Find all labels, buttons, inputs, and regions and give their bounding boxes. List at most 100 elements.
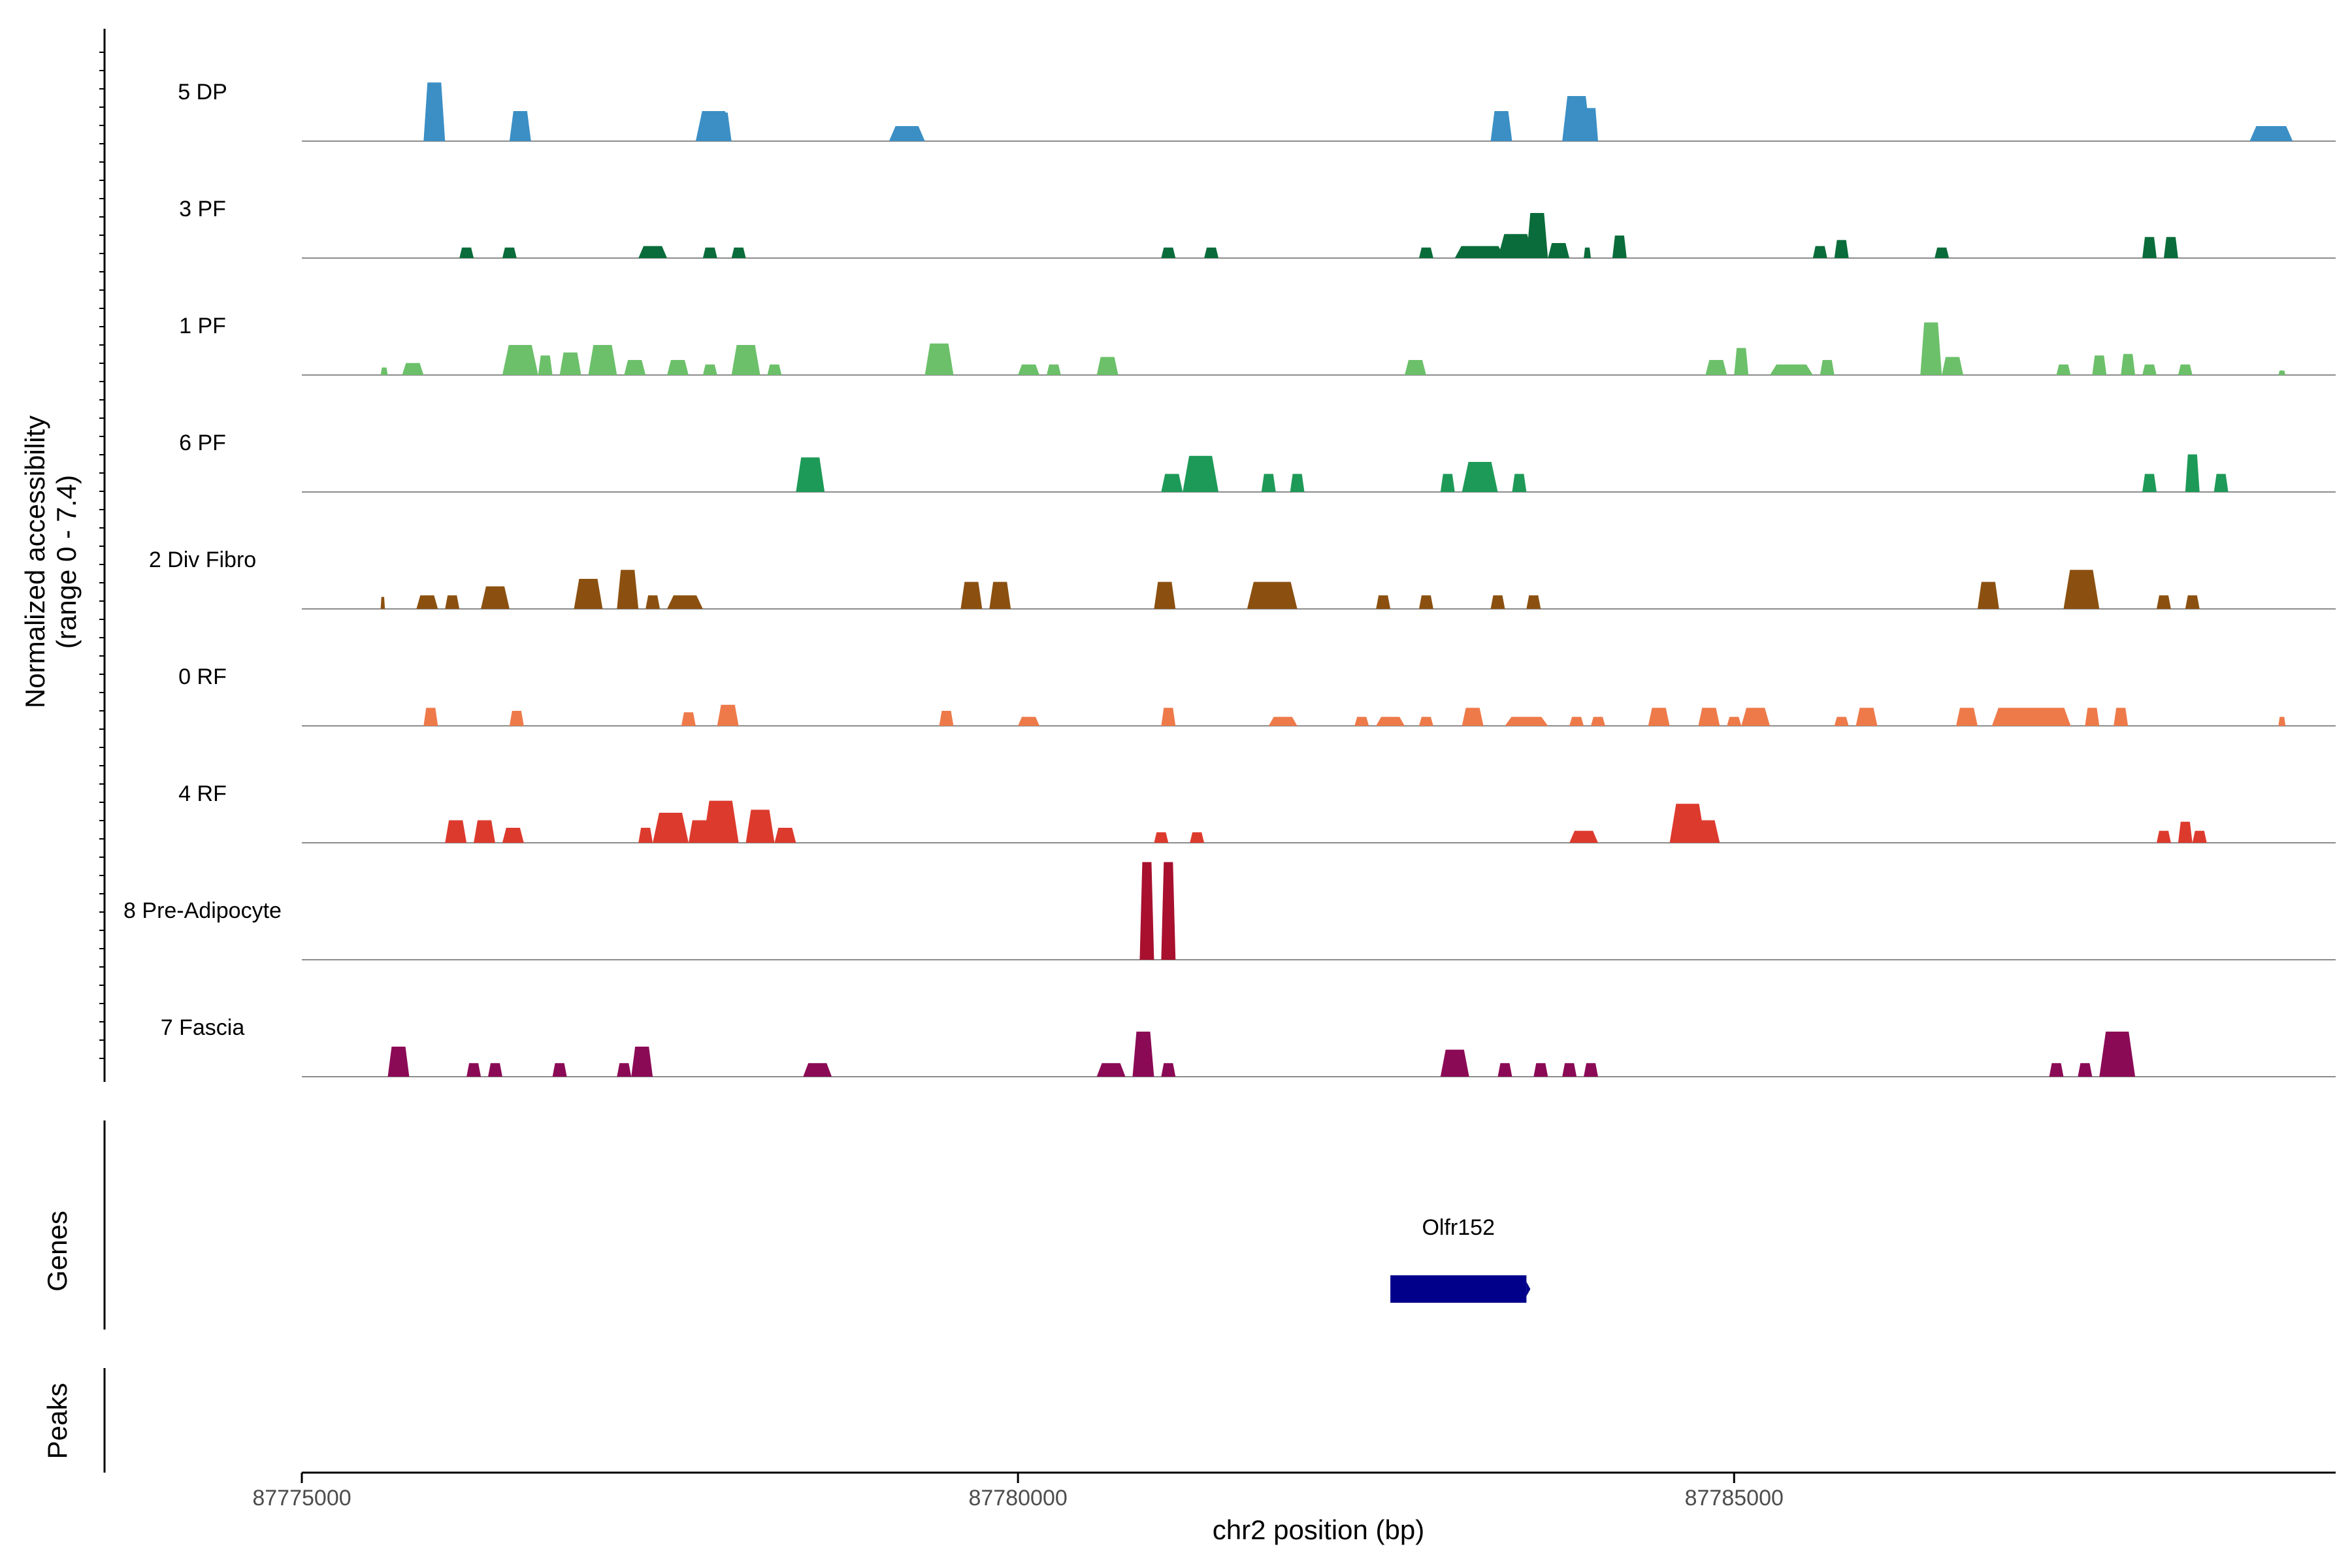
coverage-peak (1741, 708, 1771, 726)
coverage-peak (2078, 1063, 2093, 1077)
coverage-peak (645, 595, 661, 609)
coverage-peak (1734, 348, 1749, 375)
coverage-peak (1096, 357, 1119, 375)
coverage-peak (1820, 360, 1835, 375)
coverage-peak (638, 828, 653, 843)
coverage-peak (2178, 364, 2193, 375)
genes-panel-title: Genes (42, 1211, 73, 1292)
coverage-peak (1462, 708, 1484, 726)
coverage-peak (889, 126, 925, 141)
track-3: 6 PF (179, 431, 2336, 493)
coverage-peak (2185, 454, 2200, 492)
coverage-peak (1161, 708, 1176, 726)
y-axis-title: Normalized accessibility (range 0 - 7.4) (20, 416, 82, 708)
track-2: 1 PF (179, 314, 2336, 376)
coverage-peak (474, 820, 495, 843)
gene-annotations: Olfr152 (1390, 1215, 1531, 1303)
coverage-peak (731, 345, 760, 375)
coverage-peak (1290, 474, 1305, 492)
coverage-peak (502, 247, 517, 258)
track-1: 3 PF (179, 197, 2336, 259)
coverage-peak (1991, 708, 2071, 726)
coverage-peak (1139, 862, 1154, 960)
coverage-peak (1956, 708, 1978, 726)
coverage-peak (731, 247, 746, 258)
track-label: 0 RF (178, 664, 227, 689)
coverage-peak (1591, 717, 1605, 726)
coverage-peak (559, 352, 581, 375)
coverage-peak (481, 586, 510, 609)
coverage-peak (380, 596, 385, 609)
coverage-peak (1698, 708, 1720, 726)
coverage-peak (1161, 1063, 1176, 1077)
coverage-peak (1584, 1063, 1598, 1077)
coverage-peak (1834, 240, 1849, 258)
coverage-peak (1261, 474, 1276, 492)
coverage-peak (2085, 708, 2100, 726)
coverage-peak (1584, 108, 1598, 141)
coverage-peak (445, 595, 460, 609)
coverage-peak (1942, 357, 1964, 375)
coverage-peak (1562, 96, 1592, 141)
coverage-peak (617, 570, 639, 609)
coverage-peak (2063, 570, 2100, 609)
coverage-peak (1268, 717, 1298, 726)
coverage-peak (638, 246, 668, 258)
coverage-peak (1190, 832, 1205, 843)
gene-body (1390, 1275, 1527, 1303)
x-tick-label: 87780000 (968, 1486, 1067, 1511)
coverage-peak (1490, 111, 1512, 141)
coverage-peak (2142, 364, 2157, 375)
coverage-peak (2114, 708, 2129, 726)
coverage-peak (2163, 237, 2178, 258)
coverage-peak (487, 1063, 502, 1077)
coverage-peak (2185, 595, 2200, 609)
coverage-peak (423, 708, 438, 726)
coverage-peak (1812, 246, 1827, 258)
coverage-peak (667, 360, 689, 375)
coverage-peak (924, 343, 954, 375)
coverage-peak (2192, 830, 2207, 843)
track-7: 8 Pre-Adipocyte (123, 862, 2336, 960)
coverage-peak (653, 813, 689, 843)
coverage-peak (1046, 364, 1061, 375)
coverage-peak (717, 704, 739, 726)
coverage-peak (2142, 474, 2157, 492)
coverage-peak (2178, 821, 2193, 843)
coverage-peak (466, 1063, 482, 1077)
coverage-peak (702, 364, 717, 375)
coverage-peak (459, 247, 474, 258)
coverage-peak (1770, 364, 1813, 375)
coverage-peak (2156, 595, 2171, 609)
coverage-peak (502, 828, 524, 843)
track-label: 1 PF (179, 314, 226, 338)
track-0: 5 DP (178, 80, 2336, 142)
coverage-peak (380, 367, 388, 375)
coverage-peak (1569, 717, 1584, 726)
coverage-peak (1462, 462, 1498, 492)
coverage-peak (1405, 360, 1426, 375)
coverage-peak (1096, 1063, 1126, 1077)
coverage-peak (2099, 1032, 2136, 1077)
coverage-peak (1183, 455, 1219, 492)
x-axis-ticks: 87775000 87780000 87785000 (252, 1473, 1784, 1511)
coverage-peak (1132, 1032, 1154, 1077)
coverage-y-ticks (99, 52, 105, 1059)
coverage-peak (2249, 126, 2293, 141)
coverage-peak (1497, 234, 1534, 258)
track-label: 7 Fascia (161, 1015, 245, 1040)
coverage-peak (702, 800, 739, 843)
coverage-peak (2142, 237, 2157, 258)
coverage-peak (1562, 1063, 1577, 1077)
coverage-peak (552, 1063, 567, 1077)
coverage-peak (1526, 213, 1548, 258)
coverage-peak (1418, 595, 1433, 609)
y-axis-title-line2: (range 0 - 7.4) (51, 475, 82, 649)
coverage-peak (445, 820, 467, 843)
coverage-peak (1612, 235, 1627, 258)
coverage-peak (1161, 247, 1176, 258)
coverage-peak (1705, 360, 1727, 375)
coverage-peak (1569, 830, 1598, 843)
